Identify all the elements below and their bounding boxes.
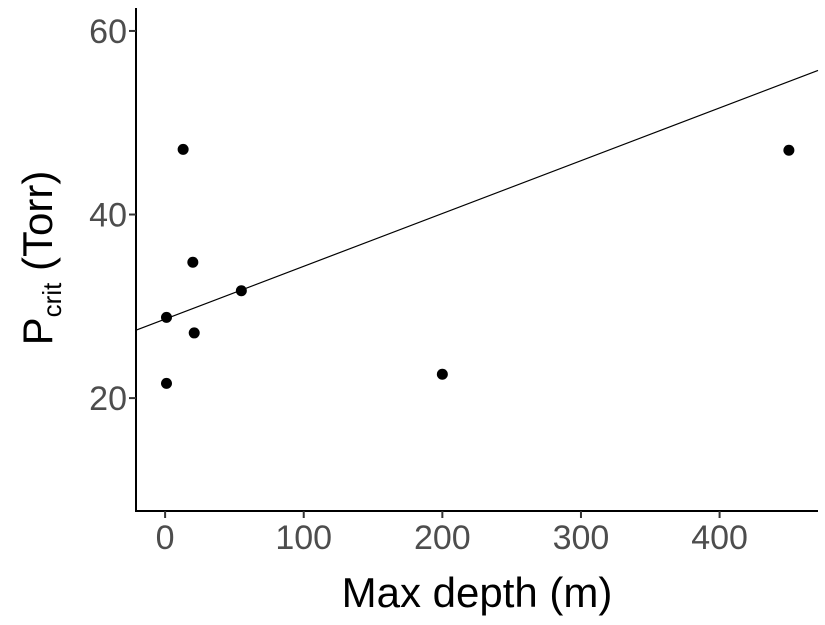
y-axis-title-main: P	[14, 317, 61, 345]
data-point	[160, 377, 172, 389]
x-tick-label: 300	[553, 519, 610, 557]
y-axis-title-unit: (Torr)	[14, 171, 61, 283]
plot-marks	[135, 69, 819, 389]
x-tick-label: 200	[414, 519, 471, 557]
y-axis-ticks: 20 40 60	[89, 13, 136, 418]
x-tick-label: 100	[275, 519, 332, 557]
x-tick-label: 0	[156, 519, 175, 557]
data-point	[177, 143, 189, 155]
data-point	[160, 311, 172, 323]
data-point	[235, 285, 247, 297]
y-tick-label: 60	[89, 13, 127, 51]
y-tick-label: 40	[89, 197, 127, 235]
x-axis-title: Max depth (m)	[342, 569, 613, 616]
data-point	[188, 327, 200, 339]
data-point	[436, 368, 448, 380]
y-tick-label: 20	[89, 380, 127, 418]
y-axis-title-subscript: crit	[37, 282, 67, 317]
trend-line	[135, 69, 819, 331]
data-point	[783, 144, 795, 156]
data-point	[187, 256, 199, 268]
x-tick-label: 400	[691, 519, 748, 557]
y-axis-title: Pcrit (Torr)	[14, 171, 67, 346]
x-axis-ticks: 0 100 200 300 400	[156, 511, 748, 557]
